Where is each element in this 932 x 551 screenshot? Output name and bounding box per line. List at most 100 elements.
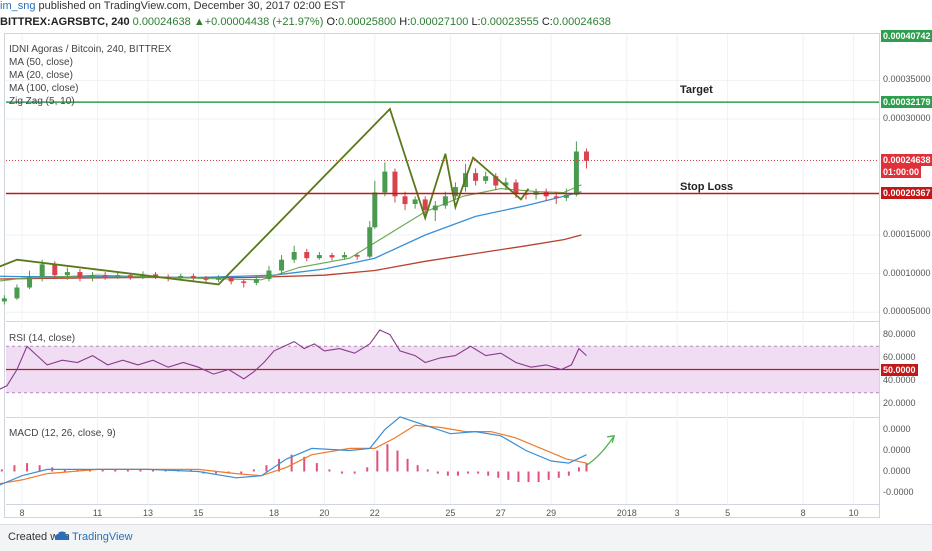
candle-body <box>342 255 348 258</box>
candle-body <box>483 176 489 181</box>
candle-body <box>304 251 310 259</box>
time-tick-label: 27 <box>495 508 506 518</box>
candle-body <box>402 196 408 205</box>
tradingview-brand[interactable]: TradingView <box>72 531 133 543</box>
price-badge: 0.00032179 <box>881 96 932 109</box>
time-tick-label: 20 <box>319 508 330 518</box>
price-badge: 0.00024638 <box>881 154 932 167</box>
publish-line: im_sng published on TradingView.com, Dec… <box>0 0 932 16</box>
candle-body <box>291 251 297 260</box>
macd-histogram-bar <box>63 469 66 472</box>
price-badge: 01:00:00 <box>881 165 922 178</box>
macd-histogram-bar <box>126 469 129 472</box>
macd-histogram-bar <box>406 458 409 472</box>
candle-body <box>90 275 96 279</box>
candle-body <box>279 259 285 271</box>
candle-body <box>563 194 569 198</box>
macd-line <box>0 416 587 486</box>
price-tick-label: 0.00015000 <box>883 228 931 239</box>
macd-histogram-bar <box>13 465 16 472</box>
candle-body <box>493 176 499 186</box>
macd-histogram-bar <box>507 471 510 480</box>
price-tick-label: 0.00005000 <box>883 306 931 317</box>
candle-body <box>513 182 519 194</box>
candle-body <box>64 272 70 276</box>
candle-body <box>1 298 7 302</box>
price-badge: 0.00020367 <box>881 187 932 200</box>
macd-histogram-bar <box>376 450 379 472</box>
zigzag-line <box>0 107 530 286</box>
price-badge-partial: 0.00040742 <box>881 30 932 42</box>
time-tick-label: 13 <box>142 508 154 518</box>
low-value: 0.00023555 <box>480 16 539 28</box>
macd-histogram-bar <box>446 471 449 476</box>
time-tick-label: 18 <box>268 508 280 518</box>
candle-body <box>27 276 33 288</box>
macd-histogram-bar <box>497 471 500 478</box>
time-tick-label: 10 <box>848 508 859 518</box>
candle-body <box>115 275 121 277</box>
legend-zigzag[interactable]: Zig Zag (5, 10) <box>9 96 75 107</box>
macd-histogram-bar <box>114 469 117 472</box>
macd-histogram-bar <box>577 467 580 472</box>
trend-arrow <box>586 435 615 466</box>
candle-body <box>14 287 20 299</box>
legend-ma20[interactable]: MA (20, close) <box>9 70 73 81</box>
author-link[interactable]: im_sng <box>0 0 36 12</box>
candle-body <box>452 187 458 197</box>
macd-histogram-bar <box>585 463 588 472</box>
time-tick-label: 29 <box>546 508 557 518</box>
macd-histogram-bar <box>0 469 3 472</box>
candle-body <box>329 255 335 258</box>
time-tick-label: 8 <box>800 508 806 518</box>
ohlc-line: BITTREX:AGRSBTC, 240 0.00024638 ▲+0.0000… <box>0 16 932 32</box>
macd-tick-label: 0.0000 <box>883 423 911 434</box>
rsi-line <box>0 329 587 390</box>
time-tick-label: 5 <box>725 508 731 518</box>
price-tick-label: 0.00035000 <box>883 74 931 85</box>
candle-body <box>153 274 159 277</box>
candle-body <box>241 281 247 283</box>
candle-body <box>553 196 559 198</box>
candle-body <box>39 264 45 277</box>
rsi-title[interactable]: RSI (14, close) <box>9 333 76 344</box>
macd-histogram-bar <box>152 469 155 472</box>
candle-body <box>102 275 108 277</box>
arrow-head-icon <box>607 435 616 443</box>
created-with-text: Created with <box>8 531 70 543</box>
high-value: 0.00027100 <box>410 16 469 28</box>
macd-title[interactable]: MACD (12, 26, close, 9) <box>9 428 116 439</box>
time-tick-label: 25 <box>445 508 456 518</box>
candle-body <box>190 275 196 279</box>
candle-body <box>573 151 579 195</box>
low-label: L: <box>471 16 481 28</box>
candle-body <box>178 275 184 279</box>
footer-bar: Created with TradingView <box>0 524 932 551</box>
rsi-tick-label: 20.0000 <box>883 398 916 409</box>
macd-histogram-bar <box>26 463 29 472</box>
macd-histogram-bar <box>38 465 41 472</box>
macd-histogram-bar <box>537 471 540 482</box>
ma20-line <box>0 184 582 282</box>
macd-histogram-bar <box>303 456 306 472</box>
macd-histogram-bar <box>487 471 490 476</box>
legend-title: IDNI Agoras / Bitcoin, 240, BITTREX <box>9 44 172 55</box>
stop-loss-annotation: Stop Loss <box>680 181 734 193</box>
candle-body <box>412 199 418 205</box>
macd-histogram-bar <box>396 450 399 472</box>
target-annotation: Target <box>680 84 713 96</box>
macd-histogram-bar <box>567 471 570 476</box>
last-price: 0.00024638 <box>132 16 191 28</box>
time-tick-label: 22 <box>369 508 380 518</box>
candle-body <box>316 255 322 259</box>
price-change: +0.00004438 (+21.97%) <box>204 16 324 28</box>
open-value: 0.00025800 <box>338 16 397 28</box>
legend-ma100[interactable]: MA (100, close) <box>9 83 79 94</box>
candle-body <box>432 205 438 211</box>
price-tick-label: 0.00030000 <box>883 113 931 124</box>
macd-tick-label: 0.0000 <box>883 444 911 455</box>
candle-body <box>228 277 234 282</box>
legend-ma50[interactable]: MA (50, close) <box>9 57 73 68</box>
macd-histogram-bar <box>341 471 344 474</box>
